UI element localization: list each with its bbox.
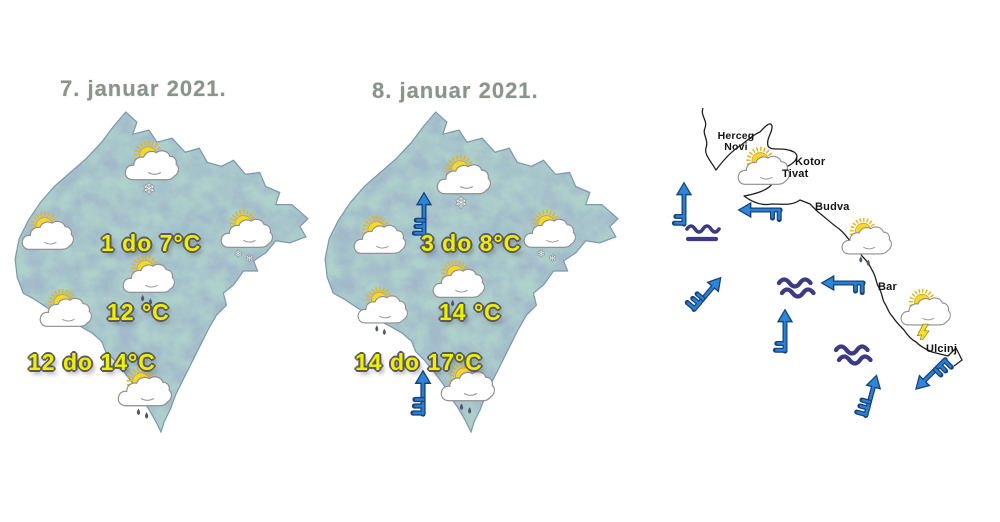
- adriatic-coastline-map: [701, 107, 963, 367]
- sun-cloud-icon: [350, 215, 406, 269]
- wind-arrow-west-icon: [736, 197, 784, 223]
- sun-cloud-thunder-icon: [897, 288, 951, 340]
- temp-range-coast-jan8: 14 do 17°C: [355, 349, 483, 375]
- sun-cloud-light-snow-icon: [520, 209, 576, 263]
- sun-cloud-rain-icon: [354, 286, 408, 338]
- sun-cloud-snow-icon: [433, 154, 491, 210]
- city-label-tivat: Tivat: [782, 168, 809, 180]
- city-label-ulcinj: Ulcinj: [926, 343, 958, 355]
- sun-cloud-icon: [18, 211, 74, 265]
- temp-range-north-jan7: 1 do 7°C: [101, 230, 202, 256]
- city-label-budva: Budva: [815, 201, 850, 213]
- forecast-date-jan8: 8. januar 2021.: [372, 78, 539, 103]
- forecast-date-jan7: 7. januar 2021.: [60, 76, 227, 101]
- sun-cloud-light-snow-icon: [217, 209, 273, 263]
- city-label-line2: Novi: [724, 141, 748, 153]
- wind-arrow-north-icon: [772, 307, 798, 355]
- temp-central-jan8: 14 °C: [439, 299, 502, 325]
- city-label-bar: Bar: [878, 281, 897, 293]
- sea-wave-icon: [833, 343, 873, 369]
- wind-arrow-north-icon: [671, 180, 697, 228]
- temp-central-jan7: 12 °C: [107, 299, 170, 325]
- sea-wave-icon: [683, 222, 723, 248]
- sea-wave-icon: [776, 276, 816, 302]
- city-label-herceg-novi: Herceg Novi: [712, 131, 760, 153]
- coastline-path: [701, 107, 963, 367]
- sun-cloud-icon: [36, 288, 92, 342]
- sun-cloud-rain-icon: [838, 217, 892, 269]
- sun-cloud-snow-icon: [121, 140, 179, 196]
- temp-range-north-jan8: 3 do 8°C: [421, 230, 522, 256]
- wind-arrow-west-icon: [819, 270, 867, 296]
- temp-range-coast-jan7: 12 do 14°C: [28, 349, 156, 375]
- city-label-kotor: Kotor: [795, 156, 826, 168]
- city-label-line1: Herceg: [717, 130, 755, 142]
